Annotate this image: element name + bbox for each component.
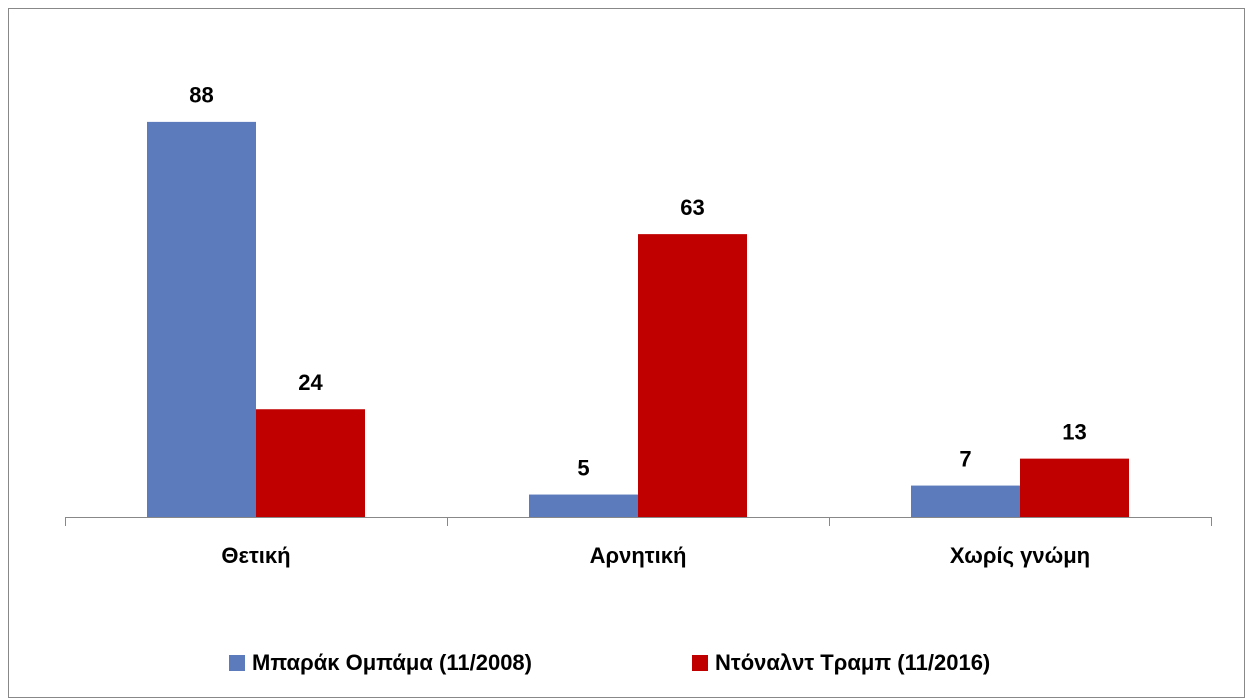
legend-label: Μπαράκ Ομπάμα (11/2008) xyxy=(252,650,532,675)
bar xyxy=(147,121,256,517)
x-tick-label: Αρνητική xyxy=(590,543,687,568)
bar xyxy=(529,494,638,517)
bar xyxy=(256,409,365,517)
bar xyxy=(1020,458,1129,517)
value-label: 24 xyxy=(298,370,323,395)
value-label: 13 xyxy=(1062,419,1086,444)
value-label: 88 xyxy=(189,83,213,108)
bar xyxy=(638,234,747,517)
x-tick-label: Θετική xyxy=(221,543,290,568)
legend-label: Ντόναλντ Τραμπ (11/2016) xyxy=(715,650,990,675)
value-label: 7 xyxy=(959,446,971,471)
value-label: 63 xyxy=(680,195,704,220)
legend-swatch xyxy=(229,655,245,671)
bar xyxy=(911,485,1020,517)
value-label: 5 xyxy=(577,455,589,480)
legend-swatch xyxy=(692,655,708,671)
x-tick-label: Χωρίς γνώμη xyxy=(950,543,1090,568)
